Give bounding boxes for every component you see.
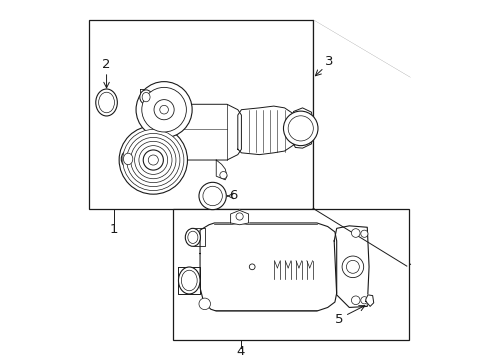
Circle shape [159,171,166,179]
Circle shape [236,213,243,220]
Polygon shape [334,226,369,307]
Polygon shape [216,160,227,180]
Circle shape [160,105,169,114]
Text: 3: 3 [325,55,334,68]
Polygon shape [159,160,170,180]
Circle shape [346,260,359,273]
Circle shape [199,182,226,210]
Circle shape [122,130,184,190]
Circle shape [284,111,318,146]
Circle shape [127,134,180,186]
Circle shape [342,256,364,278]
Circle shape [154,100,174,120]
Ellipse shape [181,270,197,291]
Bar [89,20,313,208]
Text: 5: 5 [335,313,343,326]
Text: 1: 1 [109,223,118,236]
Circle shape [249,264,255,270]
Circle shape [148,155,158,165]
Polygon shape [178,267,200,294]
Polygon shape [238,106,295,155]
Polygon shape [366,295,374,306]
Circle shape [351,296,360,305]
Circle shape [131,138,176,183]
Text: 2: 2 [102,58,111,71]
Circle shape [142,87,186,132]
Circle shape [288,116,313,141]
Ellipse shape [178,267,200,294]
Circle shape [199,298,211,310]
Circle shape [136,82,192,138]
Ellipse shape [96,89,117,116]
Circle shape [139,146,168,174]
Circle shape [119,126,188,194]
Circle shape [361,297,368,304]
Ellipse shape [123,153,133,165]
Ellipse shape [122,151,135,167]
Ellipse shape [98,92,115,113]
Circle shape [203,186,222,206]
Circle shape [361,230,368,237]
Ellipse shape [140,90,152,104]
Polygon shape [231,210,248,225]
Ellipse shape [188,231,198,243]
Text: 4: 4 [237,345,245,358]
Bar [173,208,409,340]
Circle shape [351,229,360,237]
Polygon shape [143,104,242,160]
Circle shape [135,141,172,179]
Circle shape [143,150,163,170]
Polygon shape [128,151,142,167]
Polygon shape [294,108,313,148]
Polygon shape [140,89,152,104]
Polygon shape [193,228,205,246]
Polygon shape [200,223,337,311]
Circle shape [220,171,227,179]
Ellipse shape [142,93,150,102]
Ellipse shape [185,228,200,246]
Text: 6: 6 [229,189,238,202]
